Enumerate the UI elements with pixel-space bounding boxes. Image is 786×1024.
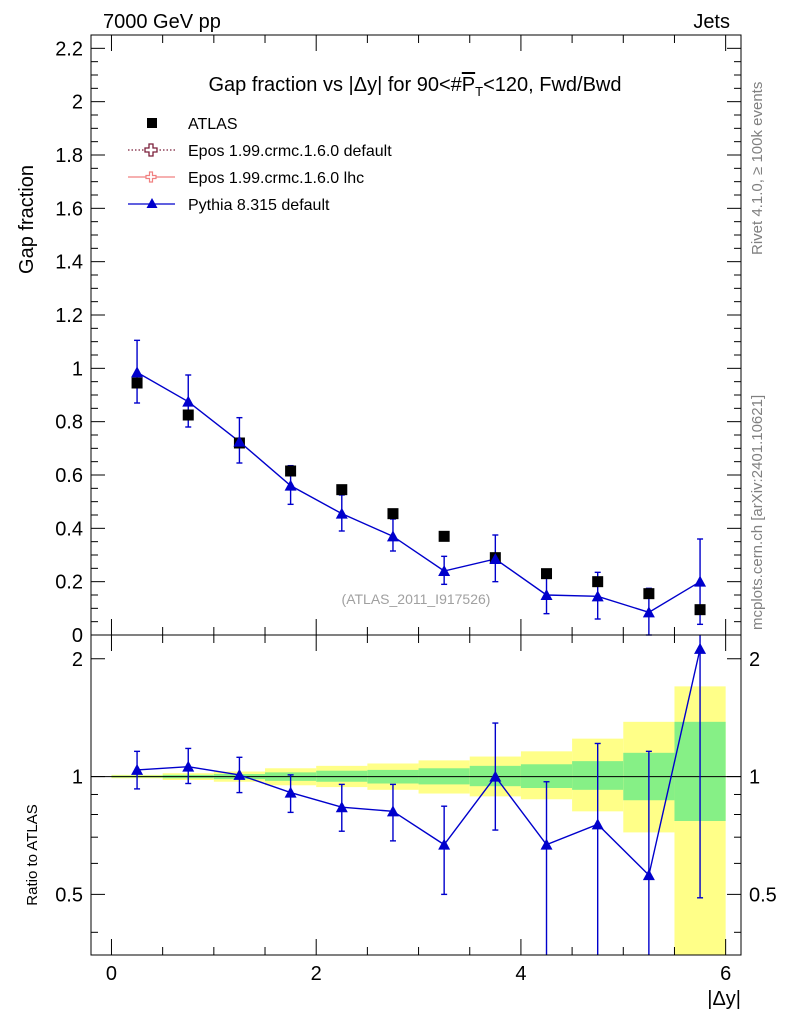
ratio-pythia-point xyxy=(335,801,348,813)
atlas-point xyxy=(694,604,706,616)
main-ytick-label: 0.8 xyxy=(55,412,83,434)
ratio-pythia-point xyxy=(642,869,655,881)
main-ytick-label: 0.6 xyxy=(55,465,83,487)
ratio-ytick-label-right: 0.5 xyxy=(749,884,777,906)
ratio-xticks: 0 2 4 6 xyxy=(106,635,731,985)
pythia-point xyxy=(386,530,399,542)
legend-epos-lhc: Epos 1.99.crmc.1.6.0 lhc xyxy=(128,170,364,187)
main-ytick-label: 0 xyxy=(72,625,83,647)
ratio-ytick-label: 0.5 xyxy=(55,884,83,906)
pythia-point xyxy=(182,395,195,407)
ratio-ytick-label: 1 xyxy=(72,767,83,789)
legend-atlas-marker xyxy=(147,118,157,128)
atlas-point xyxy=(438,530,450,542)
legend-epos-lhc-label: Epos 1.99.crmc.1.6.0 lhc xyxy=(188,170,364,187)
jets-label: Jets xyxy=(693,11,730,33)
main-ytick-label: 0.4 xyxy=(55,518,83,540)
main-ytick-label: 2.2 xyxy=(55,38,83,60)
atlas-point xyxy=(592,576,604,588)
main-panel: 0 0.2 0.4 0.6 0.8 1 1.2 1.4 1.6 1.8 2 2.2 Gap fract… xyxy=(16,34,742,647)
pythia-point xyxy=(694,575,707,587)
x-axis-label: |Δy| xyxy=(707,988,741,1010)
pythia-point xyxy=(642,606,655,618)
main-title: Gap fraction vs |Δy| for 90<#PT<120, Fwd… xyxy=(208,74,621,99)
pythia-point xyxy=(284,479,297,491)
ratio-pythia-point xyxy=(591,818,604,830)
legend-pythia: Pythia 8.315 default xyxy=(128,197,330,214)
legend-pythia-label: Pythia 8.315 default xyxy=(188,197,330,214)
ratio-ytick-label: 2 xyxy=(72,649,83,671)
main-ytick-label: 1.2 xyxy=(55,305,83,327)
main-ytick-label: 1 xyxy=(72,358,83,380)
pythia-point xyxy=(540,589,553,600)
atlas-point xyxy=(131,377,143,389)
main-yticks: 0 0.2 0.4 0.6 0.8 1 1.2 1.4 1.6 1.8 2 2.2 xyxy=(55,34,741,647)
atlas-point xyxy=(336,484,348,496)
title-pt-sub: T xyxy=(475,84,483,99)
legend: ATLAS Epos 1.99.crmc.1.6.0 default Epos … xyxy=(128,116,392,214)
pythia-point xyxy=(131,366,144,378)
ratio-ylabel: Ratio to ATLAS xyxy=(24,804,41,905)
pythia-point xyxy=(591,590,604,602)
main-ytick-label: 0.2 xyxy=(55,572,83,594)
ratio-ytick-label-right: 2 xyxy=(749,649,760,671)
ratio-yticks: 0.5 0.5 1 1 2 2 xyxy=(55,649,777,933)
ratio-pythia-point xyxy=(182,760,195,772)
ratio-pythia-point xyxy=(489,770,502,782)
ratio-pythia-point xyxy=(694,642,707,654)
legend-epos-lhc-marker xyxy=(145,171,157,183)
atlas-point xyxy=(643,588,655,600)
pythia-point xyxy=(233,435,246,447)
main-xticks xyxy=(110,35,727,635)
ratio-pythia-point xyxy=(284,786,297,798)
main-ylabel: Gap fraction xyxy=(16,165,38,274)
atlas-point xyxy=(182,409,194,421)
pythia-point xyxy=(489,553,502,564)
rivet-version-label: Rivet 4.1.0, ≥ 100k events xyxy=(749,82,766,255)
ratio-pythia-point xyxy=(233,768,246,780)
title-pt-p: P xyxy=(462,74,475,96)
ratio-xtick-label: 0 xyxy=(106,963,117,985)
ratio-points-layer xyxy=(131,635,707,955)
pythia-point xyxy=(335,507,348,519)
ratio-panel: 0.5 0.5 1 1 2 2 0 2 4 6 Ratio to ATLAS |Δy| xyxy=(24,634,777,1010)
main-ytick-label: 1.4 xyxy=(55,252,83,274)
analysis-watermark: (ATLAS_2011_I917526) xyxy=(342,591,491,607)
pythia-line xyxy=(136,371,701,614)
ratio-pythia-line xyxy=(137,648,701,877)
ratio-xtick-label: 6 xyxy=(720,963,731,985)
legend-pythia-marker xyxy=(146,198,158,208)
ratio-pythia-point xyxy=(438,838,451,850)
atlas-point xyxy=(387,508,399,520)
atlas-point xyxy=(285,465,297,477)
ratio-pythia-point xyxy=(131,763,144,775)
ratio-pythia-point xyxy=(386,805,399,817)
main-ytick-label: 1.6 xyxy=(55,198,83,220)
atlas-point xyxy=(541,568,553,580)
mcplots-label: mcplots.cern.ch [arXiv:2401.10621] xyxy=(749,395,766,630)
legend-epos-default-marker xyxy=(144,143,158,157)
legend-atlas: ATLAS xyxy=(147,116,238,133)
pythia-point xyxy=(438,565,451,576)
main-ytick-label: 1.8 xyxy=(55,145,83,167)
ratio-frame xyxy=(90,634,742,956)
ratio-bands-layer xyxy=(111,686,726,955)
ratio-xtick-label: 4 xyxy=(515,963,526,985)
legend-atlas-label: ATLAS xyxy=(188,116,238,133)
ratio-ytick-label-right: 1 xyxy=(749,767,760,789)
legend-epos-default-label: Epos 1.99.crmc.1.6.0 default xyxy=(188,143,392,160)
ratio-pythia-point xyxy=(540,838,553,850)
main-ytick-label: 2 xyxy=(72,92,83,114)
ratio-xtick-label: 2 xyxy=(311,963,322,985)
legend-epos-default: Epos 1.99.crmc.1.6.0 default xyxy=(128,143,392,160)
energy-label: 7000 GeV pp xyxy=(103,11,221,33)
main-points-layer xyxy=(131,339,707,636)
